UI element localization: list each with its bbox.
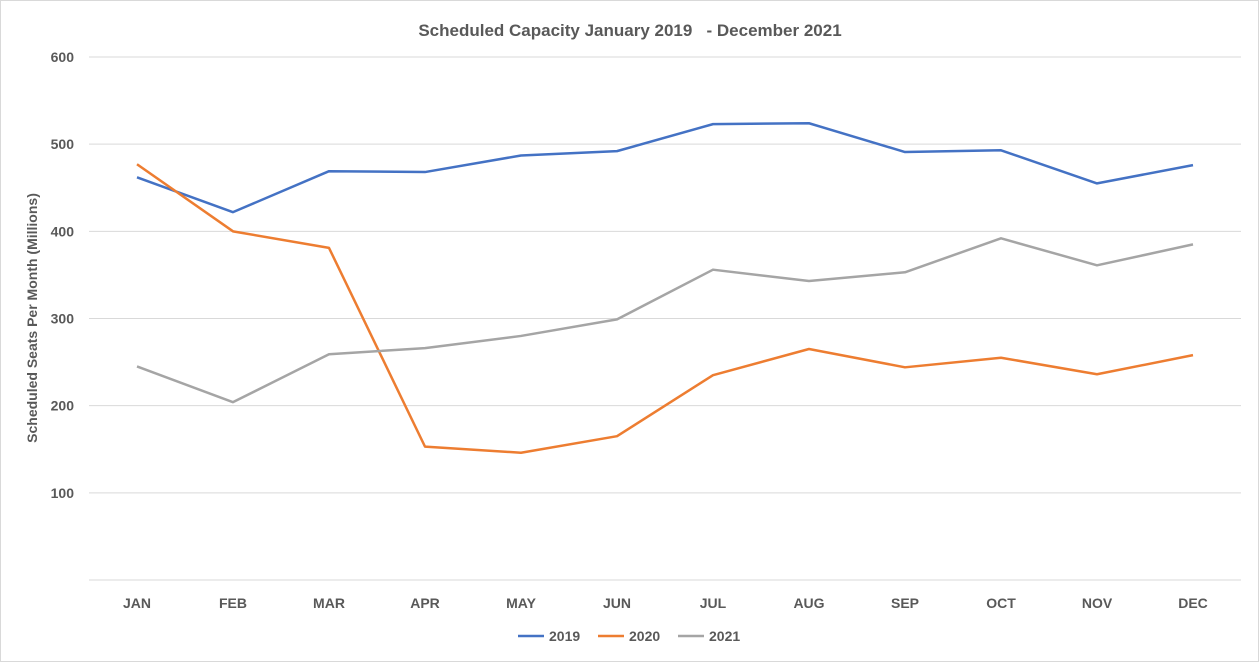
series-line-2021 [136, 237, 1194, 404]
x-tick-label: AUG [793, 595, 824, 611]
legend-label-2021: 2021 [709, 628, 740, 644]
y-axis-label: Scheduled Seats Per Month (Millions) [24, 193, 40, 443]
x-tick-label: JUL [700, 595, 727, 611]
x-tick-label: APR [410, 595, 440, 611]
legend-label-2020: 2020 [629, 628, 660, 644]
x-tick-label: SEP [891, 595, 919, 611]
x-tick-label: JAN [123, 595, 151, 611]
y-tick-label: 200 [51, 398, 75, 414]
series-line-2020 [136, 163, 1194, 454]
x-tick-label: OCT [986, 595, 1016, 611]
chart-title: Scheduled Capacity January 2019 - Decemb… [418, 21, 841, 40]
y-tick-label: 300 [51, 311, 75, 327]
y-tick-label: 100 [51, 485, 75, 501]
x-tick-label: MAR [313, 595, 345, 611]
x-tick-label: DEC [1178, 595, 1208, 611]
y-tick-label: 400 [51, 223, 75, 239]
x-tick-label: FEB [219, 595, 247, 611]
legend-label-2019: 2019 [549, 628, 580, 644]
x-tick-label: NOV [1082, 595, 1113, 611]
y-tick-label: 600 [51, 49, 75, 65]
x-tick-label: JUN [603, 595, 631, 611]
y-tick-label: 500 [51, 136, 75, 152]
series-line-2019 [136, 121, 1194, 214]
x-tick-label: MAY [506, 595, 536, 611]
